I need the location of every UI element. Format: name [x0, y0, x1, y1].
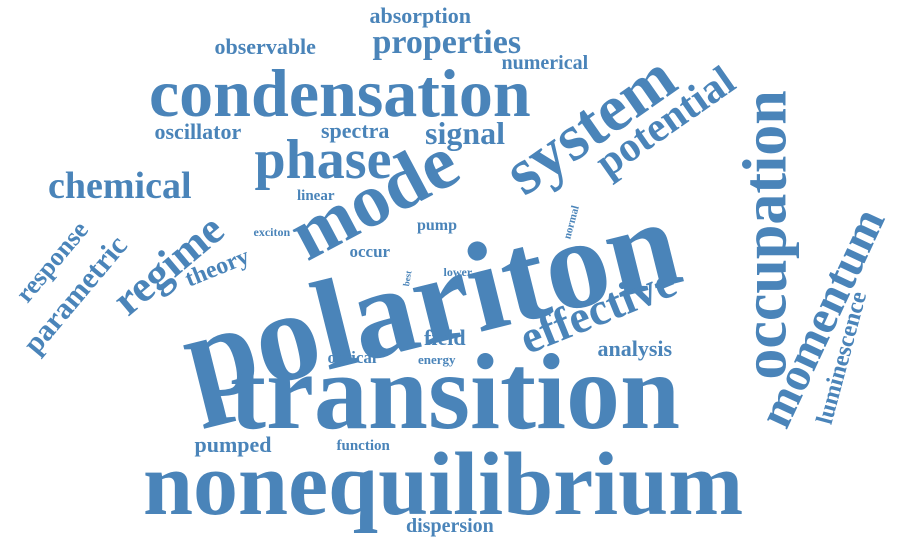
- word-occur: occur: [349, 241, 391, 261]
- word-optical: optical: [327, 347, 377, 367]
- word-numerical: numerical: [501, 52, 589, 74]
- word-phase: phase: [254, 129, 392, 191]
- word-properties: properties: [372, 24, 522, 61]
- word-transition: transition: [230, 333, 681, 452]
- word-nonequilibrium: nonequilibrium: [143, 435, 744, 534]
- word-spectra: spectra: [321, 118, 390, 143]
- word-pumped: pumped: [194, 432, 272, 457]
- word-condensation: condensation: [149, 55, 531, 131]
- word-field: field: [424, 325, 466, 350]
- word-analysis: analysis: [597, 336, 673, 361]
- word-oscillator: oscillator: [154, 119, 242, 144]
- word-energy: energy: [418, 351, 456, 367]
- word-exciton: exciton: [253, 225, 291, 239]
- word-dispersion: dispersion: [406, 515, 494, 537]
- word-linear: linear: [297, 187, 335, 204]
- word-signal: signal: [425, 115, 506, 151]
- word-absorption: absorption: [369, 3, 471, 28]
- word-chemical: chemical: [48, 165, 192, 207]
- word-lower: lower: [443, 265, 473, 279]
- word-pump: pump: [417, 217, 458, 234]
- word-observable: observable: [214, 34, 316, 59]
- word-function: function: [336, 437, 390, 454]
